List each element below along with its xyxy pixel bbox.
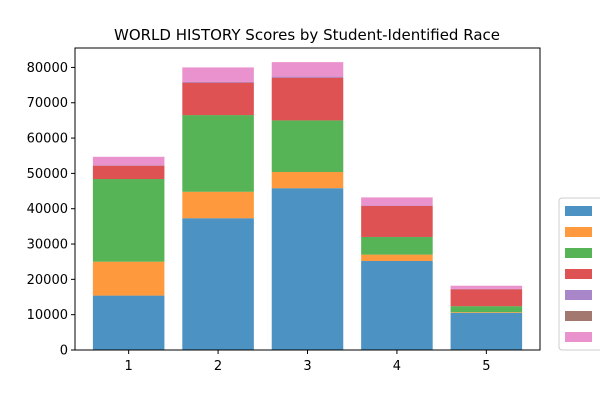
plot-frame	[74, 47, 541, 351]
bar-segment-s1-c3	[271, 188, 344, 350]
bar-segment-s3-c4	[361, 236, 433, 255]
y-tick-label: 70000	[27, 96, 68, 111]
y-tick-label: 30000	[27, 238, 68, 253]
bar-segment-s1-c2	[182, 218, 254, 350]
bar-segment-s4-c5	[450, 289, 523, 307]
bar-segment-s1-c4	[361, 260, 433, 350]
bar-segment-s5-c3	[271, 76, 344, 78]
bars-group	[92, 62, 523, 350]
bar-segment-s7-c4	[361, 197, 433, 206]
bar-segment-s4-c1	[92, 165, 165, 180]
legend	[558, 197, 600, 351]
bar-segment-s7-c2	[182, 67, 254, 82]
bar-segment-s3-c3	[271, 120, 344, 172]
x-tick-label: 4	[393, 359, 401, 374]
y-tick-label: 50000	[27, 167, 68, 182]
bar-segment-s7-c5	[450, 285, 523, 289]
bar-segment-s2-c1	[92, 261, 165, 296]
bar-segment-s1-c1	[92, 295, 165, 350]
bar-segment-s5-c2	[182, 81, 254, 83]
bar-segment-s2-c4	[361, 254, 433, 261]
x-tick-label: 5	[482, 359, 490, 374]
bar-segment-s4-c3	[271, 77, 344, 121]
y-tick-label: 80000	[27, 61, 68, 76]
bar-segment-s3-c5	[450, 306, 523, 313]
y-tick-label: 60000	[27, 132, 68, 147]
x-axis: 1 2 3 4 5	[125, 350, 490, 374]
y-tick-label: 0	[60, 344, 68, 359]
bar-segment-s1-c5	[450, 312, 523, 350]
y-tick-label: 10000	[27, 308, 68, 323]
legend-swatch-s4	[565, 269, 592, 279]
bar-segment-s2-c3	[271, 171, 344, 189]
legend-swatch-s1	[565, 206, 592, 216]
bar-segment-s2-c5	[450, 312, 523, 313]
bar-segment-s3-c1	[92, 179, 165, 262]
bar-segment-s4-c4	[361, 205, 433, 237]
bar-segment-s3-c2	[182, 115, 254, 192]
chart-title: WORLD HISTORY Scores by Student-Identifi…	[114, 26, 500, 44]
bar-segment-s2-c2	[182, 191, 254, 219]
bar-segment-s7-c3	[271, 62, 344, 77]
y-tick-label: 40000	[27, 202, 68, 217]
x-tick-label: 3	[303, 359, 311, 374]
y-tick-label: 20000	[27, 273, 68, 288]
x-tick-label: 2	[214, 359, 222, 374]
bar-segment-s7-c1	[92, 156, 165, 166]
legend-swatch-s3	[565, 248, 592, 258]
legend-swatch-s5	[565, 290, 592, 300]
y-axis: 0 10000 20000 30000 40000 50000 60000 70000 8000…	[27, 61, 75, 359]
legend-swatch-s7	[565, 332, 592, 342]
x-tick-label: 1	[125, 359, 133, 374]
bar-segment-s4-c2	[182, 82, 254, 116]
legend-swatch-s6	[565, 311, 592, 321]
legend-swatch-s2	[565, 227, 592, 237]
